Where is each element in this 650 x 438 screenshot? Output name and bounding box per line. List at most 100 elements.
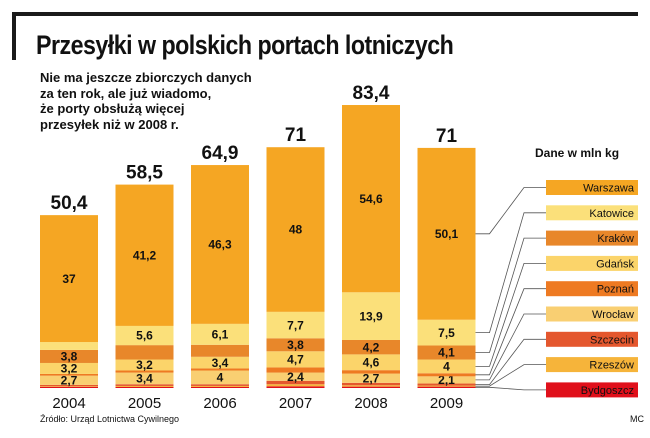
legend-leader-szczecin	[475, 338, 546, 386]
category-label-2007: 2007	[279, 395, 312, 412]
segment-warszawa-2005	[115, 184, 174, 326]
segment-szczecin-2004	[40, 384, 98, 387]
legend: Warszawa Katowice Kraków Gdańsk Poznań Wrocła…	[475, 180, 638, 398]
legend-item-katowice: Katowice	[475, 205, 638, 334]
chart-title: Przesyłki w polskich portach lotniczych	[36, 30, 454, 60]
segment-katowice-2004	[40, 342, 98, 350]
segment-szczecin-2007	[266, 380, 325, 385]
segment-katowice-2008	[342, 292, 400, 340]
legend-label-poznan: Poznań	[597, 284, 634, 296]
segment-bydgoszcz-2007	[266, 386, 325, 389]
frame-top-rule	[12, 12, 638, 16]
legend-label-wroclaw: Wrocław	[592, 309, 634, 321]
segment-label-gdansk-2004: 3,2	[61, 362, 78, 376]
legend-item-szczecin: Szczecin	[475, 331, 638, 386]
segment-bydgoszcz-2004	[40, 386, 98, 388]
segment-gdansk-2009	[417, 359, 476, 374]
segment-poznan-2009	[417, 373, 476, 377]
legend-leader-warszawa	[475, 187, 546, 235]
segment-label-warszawa-2004: 37	[62, 272, 76, 286]
segment-label-katowice-2007: 7,7	[287, 318, 304, 332]
segment-bydgoszcz-2006	[191, 386, 249, 388]
segment-rzeszow-2008	[342, 385, 400, 387]
legend-item-bydgoszcz: Bydgoszcz	[475, 382, 638, 398]
bar-2009: 2,144,1 7,5 50,1 71 2009	[417, 126, 476, 412]
segment-label-wroclaw-2007: 2,4	[287, 370, 304, 384]
segment-label-wroclaw-2008: 2,7	[363, 371, 380, 385]
segment-rzeszow-2004	[40, 386, 98, 387]
segment-poznan-2004	[40, 373, 98, 376]
segment-wroclaw-2004	[40, 375, 98, 385]
segment-krakow-2004	[40, 349, 98, 363]
total-label-2009: 71	[436, 126, 458, 147]
segment-katowice-2009	[417, 319, 476, 346]
segment-wroclaw-2006	[191, 370, 249, 385]
segment-label-warszawa-2006: 46,3	[208, 238, 232, 252]
legend-swatch-gdansk	[546, 255, 638, 271]
legend-swatch-szczecin	[546, 331, 638, 347]
segment-wroclaw-2007	[266, 372, 325, 381]
legend-leader-wroclaw	[475, 313, 546, 381]
segment-label-katowice-2006: 6,1	[212, 328, 229, 342]
segment-warszawa-2009	[417, 147, 476, 320]
legend-item-poznan: Poznań	[475, 281, 638, 376]
segment-szczecin-2008	[342, 382, 400, 386]
category-label-2006: 2006	[203, 395, 236, 412]
segment-poznan-2006	[191, 368, 249, 371]
legend-swatch-wroclaw	[546, 306, 638, 322]
segment-katowice-2005	[115, 325, 174, 346]
legend-label-szczecin: Szczecin	[590, 334, 634, 346]
segment-label-wroclaw-2004: 2,7	[61, 373, 78, 387]
total-label-2007: 71	[285, 125, 307, 146]
total-label-2008: 83,4	[353, 83, 390, 104]
segment-bydgoszcz-2008	[342, 386, 400, 388]
segment-katowice-2006	[191, 323, 249, 345]
segment-krakow-2005	[115, 345, 174, 360]
segment-label-krakow-2009: 4,1	[438, 346, 455, 360]
segment-gdansk-2008	[342, 354, 400, 371]
legend-title: Dane w mln kg	[535, 146, 620, 160]
legend-item-warszawa: Warszawa	[475, 180, 638, 235]
legend-label-gdansk: Gdańsk	[596, 258, 634, 270]
segment-label-gdansk-2007: 4,7	[287, 353, 304, 367]
segment-rzeszow-2005	[115, 385, 174, 387]
segment-warszawa-2007	[266, 147, 325, 312]
segment-gdansk-2004	[40, 362, 98, 374]
category-label-2008: 2008	[354, 395, 387, 412]
legend-swatch-krakow	[546, 230, 638, 246]
category-label-2004: 2004	[52, 395, 85, 412]
frame-left-rule	[12, 12, 16, 60]
chart-subtitle: Nie ma jeszcze zbiorczych danych za ten …	[40, 70, 252, 132]
bar-2005: 3,43,2 5,6 41,2 58,5 2005	[115, 163, 174, 412]
segment-label-gdansk-2009: 4	[443, 360, 450, 374]
legend-swatch-bydgoszcz	[546, 382, 638, 398]
segment-label-warszawa-2009: 50,1	[435, 227, 459, 241]
legend-leader-bydgoszcz	[475, 386, 546, 391]
legend-leader-katowice	[475, 212, 546, 334]
segment-rzeszow-2009	[417, 385, 476, 387]
segment-krakow-2006	[191, 344, 249, 357]
segment-label-wroclaw-2006: 4	[217, 371, 224, 385]
segment-gdansk-2005	[115, 359, 174, 371]
segment-szczecin-2009	[417, 383, 476, 386]
total-label-2005: 58,5	[126, 163, 163, 184]
segment-katowice-2007	[266, 311, 325, 339]
segment-wroclaw-2005	[115, 372, 174, 385]
segment-gdansk-2007	[266, 351, 325, 368]
legend-leader-poznan	[475, 288, 546, 376]
segment-rzeszow-2006	[191, 385, 249, 387]
segment-label-warszawa-2007: 48	[289, 223, 303, 237]
segment-bydgoszcz-2005	[115, 386, 174, 388]
credit-note: MC	[630, 414, 644, 424]
segment-label-krakow-2004: 3,8	[61, 350, 78, 364]
segment-label-gdansk-2005: 3,2	[136, 358, 153, 372]
legend-swatch-rzeszow	[546, 357, 638, 373]
segment-label-krakow-2007: 3,8	[287, 338, 304, 352]
segment-label-katowice-2008: 13,9	[359, 309, 383, 323]
bar-2007: 2,4 4,73,8 7,7 48 71 2007	[266, 125, 325, 412]
segment-label-wroclaw-2009: 2,1	[438, 373, 455, 387]
total-label-2006: 64,9	[202, 143, 239, 164]
legend-leader-gdansk	[475, 262, 546, 367]
segment-rzeszow-2007	[266, 384, 325, 387]
segment-label-warszawa-2005: 41,2	[133, 248, 157, 262]
